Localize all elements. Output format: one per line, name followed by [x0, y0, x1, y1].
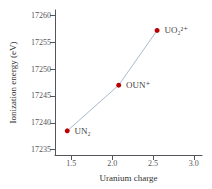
svg-text:OUN⁺: OUN⁺: [126, 80, 150, 90]
svg-text:17240: 17240: [31, 118, 51, 127]
svg-text:Uranium charge: Uranium charge: [99, 173, 157, 183]
svg-text:17255: 17255: [31, 38, 51, 47]
svg-text:17250: 17250: [31, 65, 51, 74]
svg-text:2.0: 2.0: [107, 159, 117, 168]
svg-text:UO₂²⁺: UO₂²⁺: [164, 25, 188, 35]
svg-text:UN₂: UN₂: [75, 126, 91, 136]
svg-text:1.5: 1.5: [66, 159, 76, 168]
svg-text:17260: 17260: [31, 11, 51, 20]
svg-text:Ionization energy (eV): Ionization energy (eV): [8, 42, 18, 124]
svg-text:17245: 17245: [31, 91, 51, 100]
svg-text:2.5: 2.5: [148, 159, 158, 168]
svg-text:3.0: 3.0: [189, 159, 199, 168]
svg-text:17235: 17235: [31, 145, 51, 154]
